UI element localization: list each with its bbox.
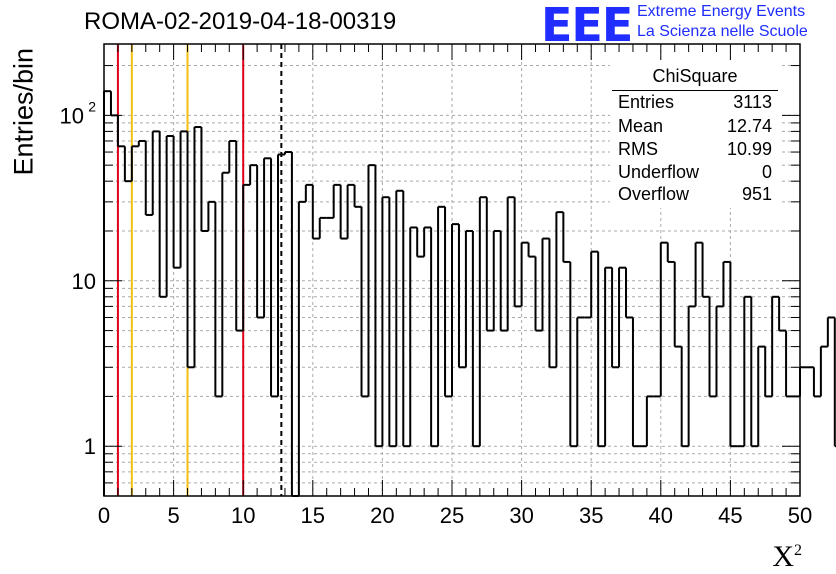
x-axis-label-exponent: 2 (794, 542, 802, 559)
x-tick-label: 0 (98, 503, 110, 528)
logo-caption-line1: Extreme Energy Events (637, 3, 806, 20)
x-tick-label: 20 (370, 503, 394, 528)
y-tick-label-exponent: 2 (88, 98, 96, 114)
y-axis-label: Entries/bin (8, 47, 39, 176)
x-tick-label: 5 (167, 503, 179, 528)
stats-value: 0 (761, 162, 772, 182)
stats-value: 12.74 (726, 116, 772, 136)
y-tick-label: 10 (72, 269, 96, 294)
x-tick-label: 35 (579, 503, 603, 528)
x-tick-label: 45 (718, 503, 742, 528)
axis-ticks (103, 44, 801, 497)
stats-title: ChiSquare (652, 66, 738, 86)
stats-value: 10.99 (726, 139, 772, 159)
x-tick-label: 10 (231, 503, 255, 528)
stats-key: Overflow (618, 184, 690, 204)
y-tick-label: 10 (60, 103, 84, 128)
stats-value: 3113 (733, 92, 772, 112)
x-tick-label: 50 (788, 503, 812, 528)
x-axis-label-base: X (772, 540, 794, 573)
eee-logo: EEE (541, 0, 633, 52)
stats-key: RMS (618, 139, 658, 159)
x-tick-label: 25 (440, 503, 464, 528)
stats-value: 951 (741, 184, 772, 204)
x-tick-label: 30 (509, 503, 533, 528)
stats-key: Underflow (618, 162, 700, 182)
chart-title: ROMA-02-2019-04-18-00319 (84, 8, 397, 35)
x-axis-label: X2 (772, 540, 802, 574)
logo-caption-line2: La Scienza nelle Scuole (637, 23, 808, 40)
stats-divider (612, 90, 778, 91)
stats-box: ChiSquare Entries 3113 Mean 12.74 RMS 10… (610, 62, 780, 208)
x-tick-label: 40 (649, 503, 673, 528)
histogram-steps (103, 90, 836, 497)
y-tick-label: 1 (84, 434, 96, 459)
stats-key: Mean (618, 116, 664, 136)
x-tick-label: 15 (301, 503, 325, 528)
stats-key: Entries (618, 92, 675, 112)
